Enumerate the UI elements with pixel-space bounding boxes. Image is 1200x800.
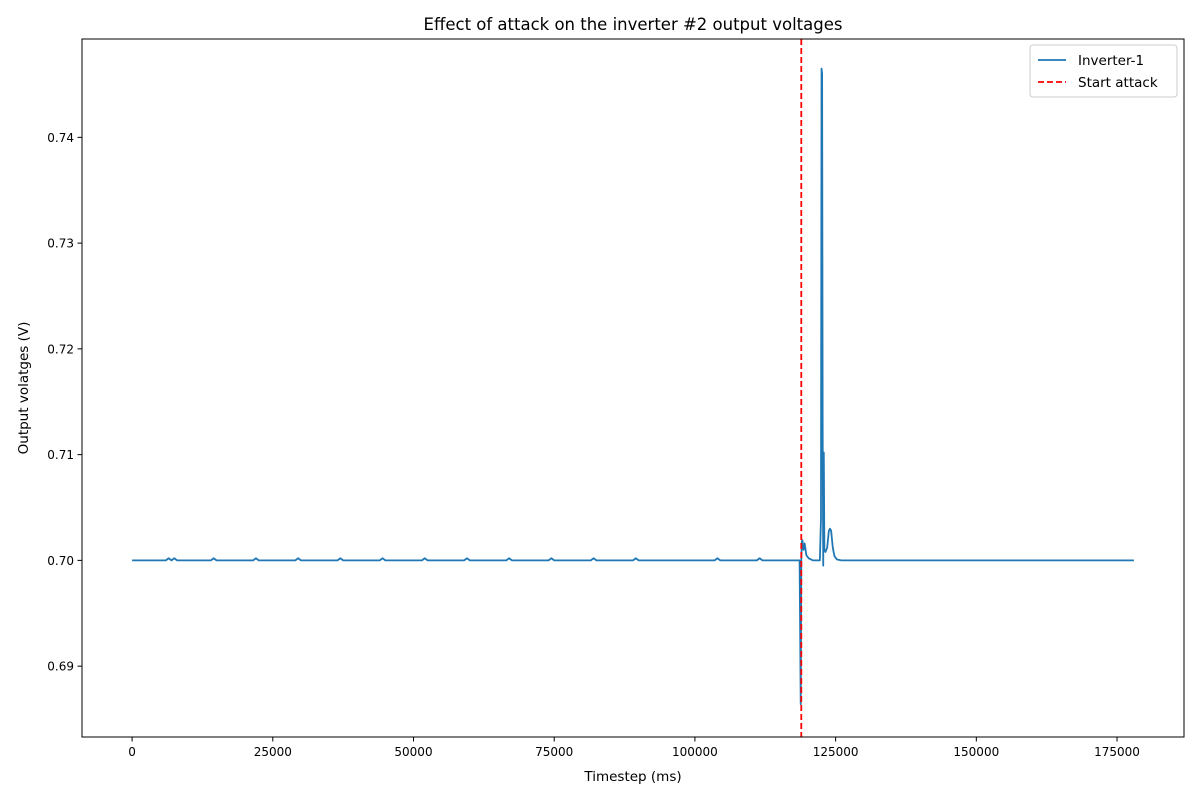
y-tick-label: 0.71 <box>47 448 74 462</box>
plot-area <box>132 39 1134 737</box>
legend-box <box>1029 44 1178 98</box>
x-tick-label: 175000 <box>1094 745 1140 759</box>
y-tick-label: 0.74 <box>47 131 74 145</box>
y-axis-label: Output volatges (V) <box>16 322 32 455</box>
y-tick-label: 0.69 <box>47 660 74 674</box>
y-tick-label: 0.72 <box>47 342 74 356</box>
x-tick-label: 150000 <box>953 745 999 759</box>
legend-inverter-1-label: Inverter-1 <box>1078 53 1144 69</box>
x-axis-label: Timestep (ms) <box>583 769 681 785</box>
x-tick-label: 25000 <box>254 745 292 759</box>
axes: 0 25000 50000 75000 100000 125000 150000 175000… <box>47 38 1185 759</box>
y-tick-label: 0.70 <box>47 554 74 568</box>
legend: Inverter-1 Start attack <box>1029 44 1178 98</box>
y-tick-label: 0.73 <box>47 237 74 251</box>
x-tick-label: 50000 <box>394 745 432 759</box>
x-tick-label: 0 <box>128 745 136 759</box>
plot-frame <box>81 38 1185 738</box>
series-inverter-1-line <box>132 67 1134 706</box>
chart-title: Effect of attack on the inverter #2 outp… <box>424 15 843 34</box>
x-tick-label: 125000 <box>813 745 859 759</box>
x-tick-label: 75000 <box>535 745 573 759</box>
legend-start-attack-label: Start attack <box>1078 75 1158 91</box>
x-tick-label: 100000 <box>672 745 718 759</box>
